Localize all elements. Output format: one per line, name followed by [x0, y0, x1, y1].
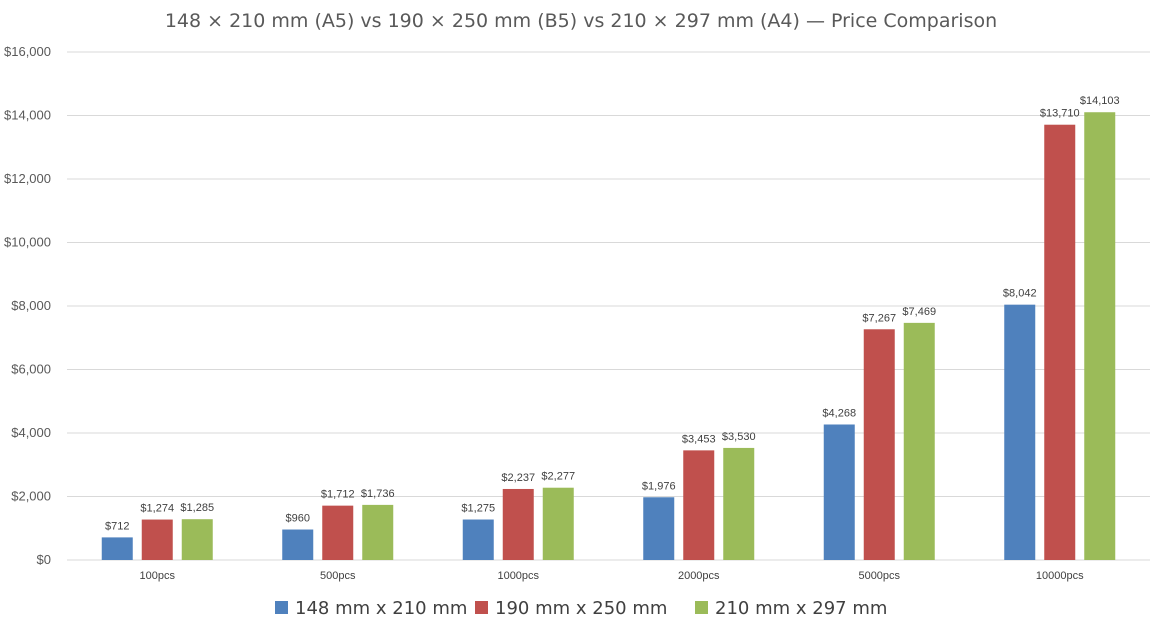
legend-label: 210 mm x 297 mm [715, 598, 887, 619]
bar [1004, 304, 1036, 560]
data-label: $2,237 [501, 472, 535, 484]
legend-label: 190 mm x 250 mm [495, 598, 667, 619]
x-tick-label: 100pcs [140, 570, 176, 582]
bar [542, 487, 574, 560]
x-axis-ticks: 100pcs 500pcs 1000pcs 2000pcs 5000pcs 10000pc… [140, 570, 1085, 582]
bars [101, 112, 1116, 561]
y-tick-label: $8,000 [11, 298, 51, 313]
data-label: $1,274 [140, 503, 174, 515]
y-tick-label: $0 [37, 552, 51, 567]
y-tick-label: $2,000 [11, 489, 51, 504]
data-label: $3,453 [682, 433, 716, 445]
data-label: $7,469 [902, 306, 936, 318]
bar [101, 537, 133, 560]
data-label: $712 [105, 520, 129, 532]
bar [181, 519, 213, 560]
data-label: $1,976 [642, 480, 676, 492]
data-label: $1,285 [180, 502, 214, 514]
legend-swatch [275, 601, 288, 614]
y-tick-label: $14,000 [4, 108, 51, 123]
gridlines [67, 51, 1150, 561]
x-tick-label: 1000pcs [497, 570, 539, 582]
bar [903, 322, 935, 560]
y-tick-label: $10,000 [4, 235, 51, 250]
y-tick-label: $12,000 [4, 171, 51, 186]
data-label: $13,710 [1040, 108, 1080, 120]
bar [322, 505, 354, 560]
data-label: $960 [286, 513, 310, 525]
bar [643, 497, 675, 560]
bar [1084, 112, 1116, 561]
legend-swatch [475, 601, 488, 614]
bar [282, 529, 314, 560]
chart-title: 148 × 210 mm (A5) vs 190 × 250 mm (B5) v… [165, 10, 997, 32]
data-label: $3,530 [722, 431, 756, 443]
bar [462, 519, 494, 560]
data-label: $1,736 [361, 488, 395, 500]
bar [502, 488, 534, 560]
x-tick-label: 2000pcs [678, 570, 720, 582]
y-tick-label: $4,000 [11, 425, 51, 440]
bar [1044, 124, 1076, 561]
x-tick-label: 5000pcs [858, 570, 900, 582]
y-tick-label: $16,000 [4, 44, 51, 59]
data-label: $1,712 [321, 489, 355, 501]
data-label: $1,275 [461, 503, 495, 515]
x-tick-label: 10000pcs [1036, 570, 1084, 582]
legend: 148 mm x 210 mm 190 mm x 250 mm 210 mm x 2… [275, 598, 887, 619]
data-label: $14,103 [1080, 95, 1120, 107]
data-label: $4,268 [822, 407, 856, 419]
bar [823, 424, 855, 560]
data-labels: $712 $1,274 $1,285 $960 $1,712 $1,736 $1,275 $2… [105, 95, 1120, 532]
bar [683, 450, 715, 560]
data-label: $8,042 [1003, 288, 1037, 300]
y-axis-ticks: $0 $2,000 $4,000 $6,000 $8,000 $10,000 $12,000… [4, 44, 51, 567]
bar [362, 504, 394, 560]
legend-label: 148 mm x 210 mm [295, 598, 467, 619]
bar [723, 447, 755, 560]
bar [863, 329, 895, 560]
y-tick-label: $6,000 [11, 362, 51, 377]
data-label: $7,267 [862, 312, 896, 324]
legend-swatch [695, 601, 708, 614]
bar [141, 519, 173, 560]
data-label: $2,277 [541, 471, 575, 483]
x-tick-label: 500pcs [320, 570, 356, 582]
